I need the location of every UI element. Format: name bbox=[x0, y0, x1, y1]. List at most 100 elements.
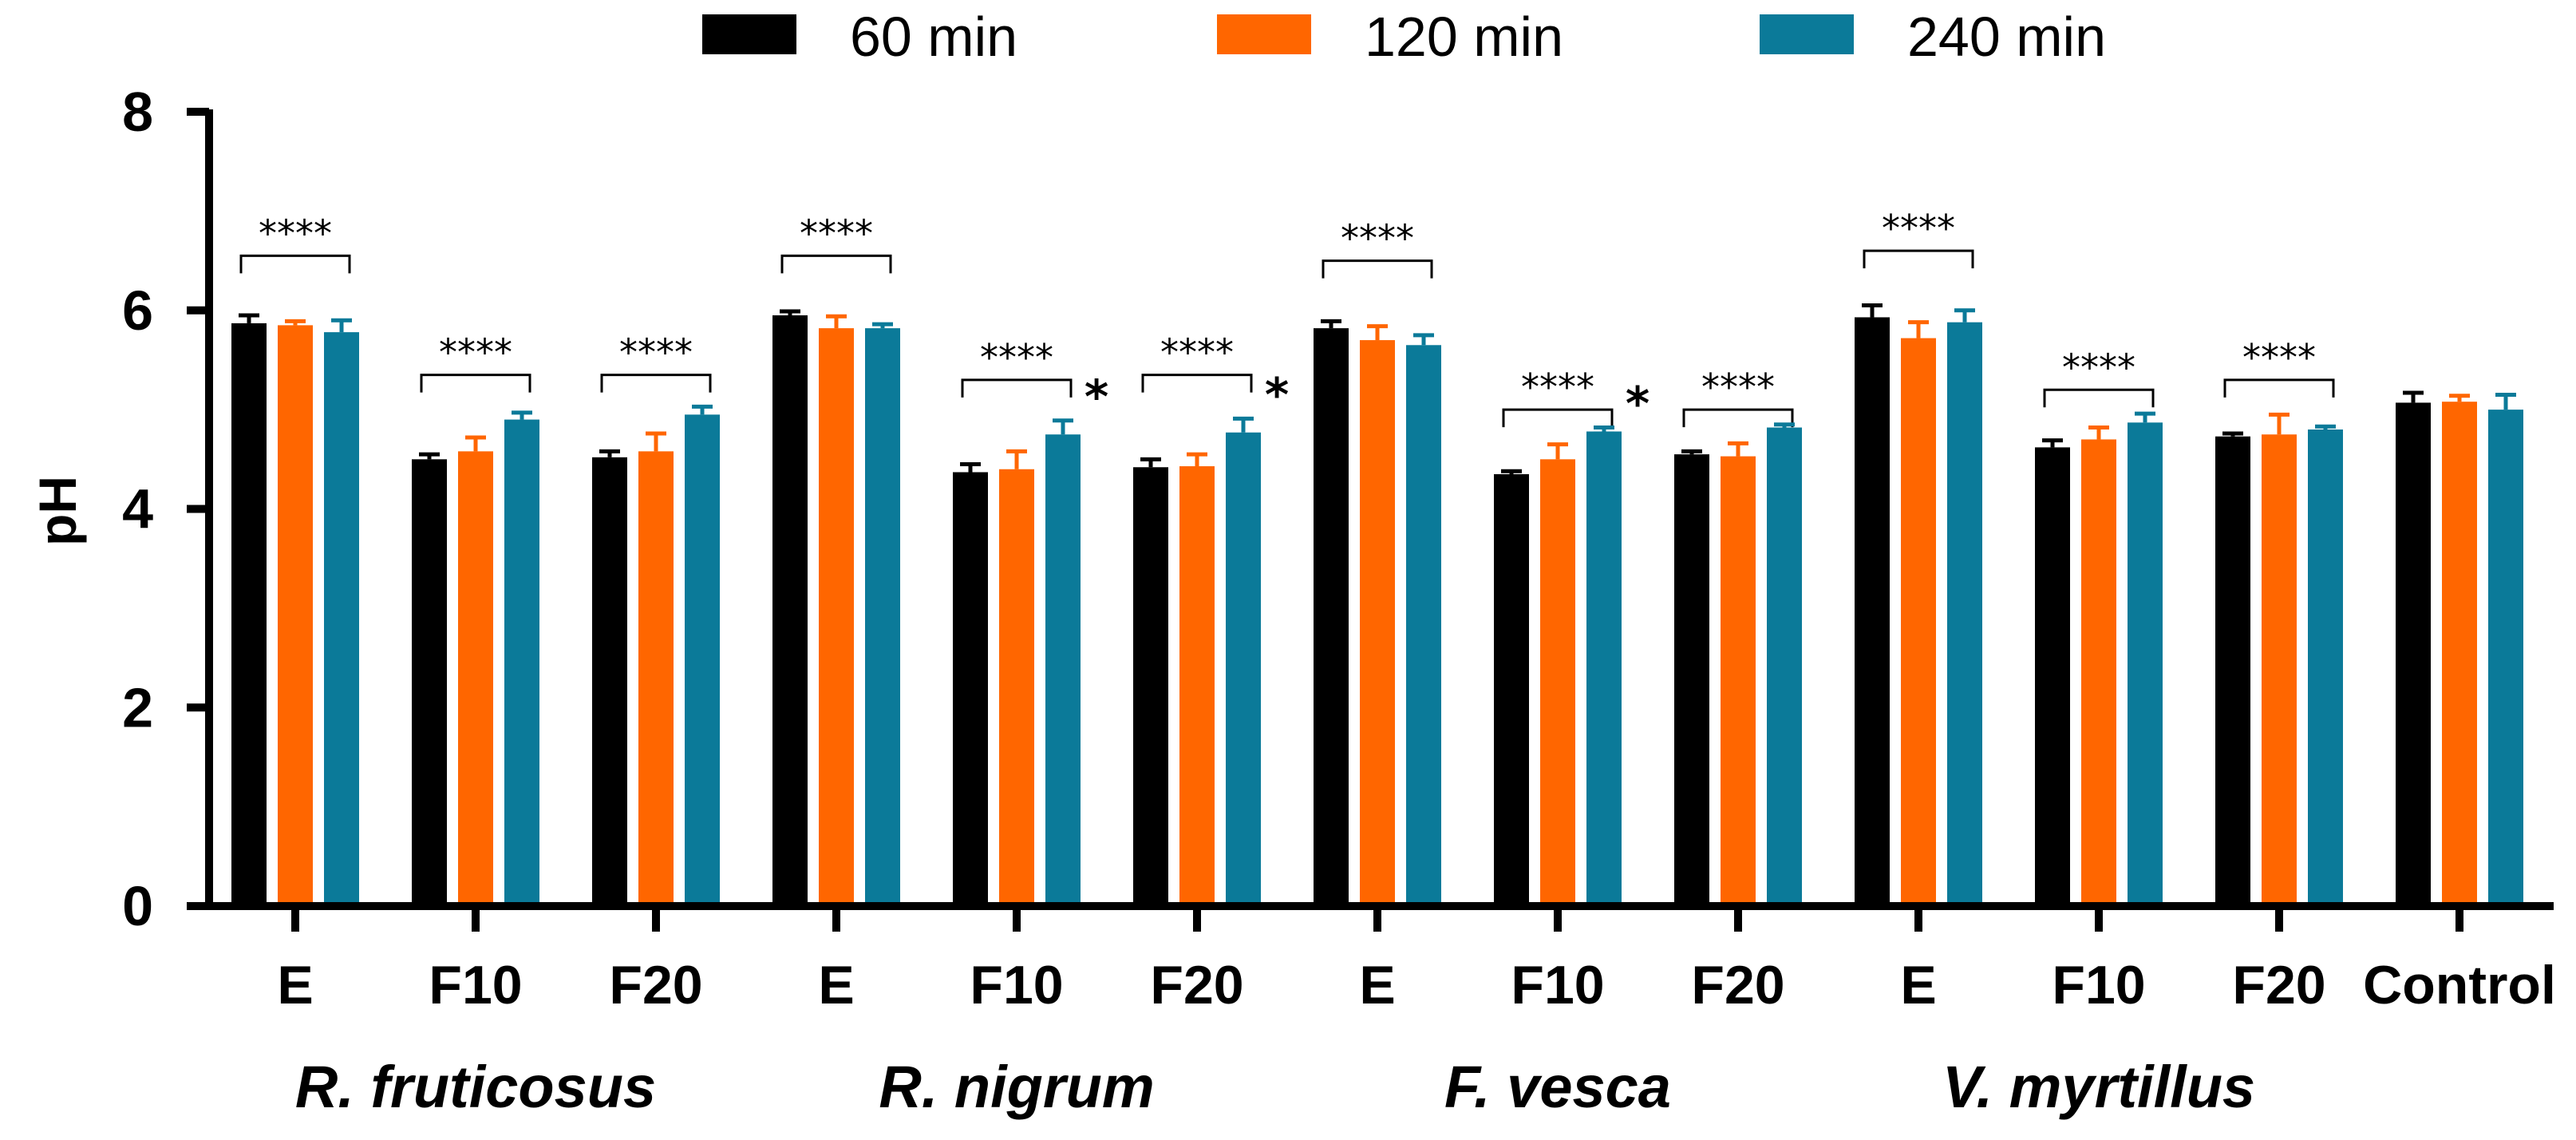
bar-2-2 bbox=[685, 414, 720, 906]
bar-0-12 bbox=[2396, 402, 2431, 906]
category-label-9: E bbox=[1900, 955, 1936, 1015]
category-label-11: F20 bbox=[2232, 955, 2325, 1015]
legend-swatch-1 bbox=[1217, 14, 1311, 54]
significance-bracket-6 bbox=[1141, 374, 1253, 393]
bar-1-3 bbox=[819, 328, 854, 906]
bar-1-12 bbox=[2442, 402, 2477, 906]
significance-bracket-0 bbox=[239, 254, 351, 274]
bar-1-8 bbox=[1721, 456, 1756, 906]
bar-1-11 bbox=[2262, 434, 2297, 906]
significance-bracket-13 bbox=[2043, 388, 2155, 408]
category-label-1: F10 bbox=[429, 955, 522, 1015]
legend-swatch-0 bbox=[702, 14, 796, 54]
significance-bracket-11 bbox=[1682, 408, 1794, 428]
significance-label-2: **** bbox=[619, 331, 693, 374]
significance-bracket-8 bbox=[1322, 259, 1433, 279]
category-label-2: F20 bbox=[609, 955, 702, 1015]
legend-label-2: 240 min bbox=[1907, 6, 2106, 68]
y-tick-label-2: 4 bbox=[122, 478, 153, 540]
bar-0-5 bbox=[1133, 467, 1168, 906]
significance-label-6: **** bbox=[1160, 331, 1234, 374]
y-axis-title: pH bbox=[28, 476, 87, 546]
x-axis-labels: E F10 F20 E F10 F20 E F10 F20 E F10 F20 Control bbox=[277, 955, 2556, 1015]
significance-bracket-14 bbox=[2223, 378, 2335, 398]
significance-star-7: * bbox=[1265, 367, 1289, 422]
y-tick-label-1: 2 bbox=[122, 676, 153, 738]
bar-2-11 bbox=[2308, 429, 2343, 906]
significance-label-0: **** bbox=[259, 212, 332, 255]
bar-0-2 bbox=[592, 457, 627, 906]
bar-2-10 bbox=[2128, 422, 2163, 906]
significance-label-14: **** bbox=[2242, 336, 2316, 379]
significance-star-10: * bbox=[1626, 377, 1650, 431]
category-label-7: F10 bbox=[1511, 955, 1604, 1015]
bar-2-7 bbox=[1586, 431, 1622, 906]
bar-0-7 bbox=[1494, 473, 1529, 906]
bar-0-9 bbox=[1855, 317, 1890, 906]
category-label-3: E bbox=[818, 955, 854, 1015]
significance-label-1: **** bbox=[439, 331, 512, 374]
category-label-8: F20 bbox=[1691, 955, 1784, 1015]
significance-label-11: **** bbox=[1701, 366, 1775, 409]
legend: 60 min 120 min 240 min bbox=[702, 6, 2106, 68]
category-label-4: F10 bbox=[970, 955, 1063, 1015]
category-label-6: E bbox=[1359, 955, 1395, 1015]
bar-1-9 bbox=[1901, 338, 1936, 906]
bar-2-4 bbox=[1045, 434, 1081, 906]
bar-0-1 bbox=[412, 459, 447, 906]
bar-0-8 bbox=[1674, 454, 1709, 906]
bar-0-6 bbox=[1314, 328, 1349, 906]
significance-bracket-12 bbox=[1863, 249, 1974, 269]
bar-2-1 bbox=[504, 419, 539, 906]
bar-0-4 bbox=[953, 472, 988, 906]
bar-1-4 bbox=[999, 469, 1034, 906]
bar-1-7 bbox=[1540, 459, 1575, 906]
group-label-1: R. nigrum bbox=[879, 1054, 1154, 1120]
significance-bracket-9 bbox=[1502, 408, 1614, 428]
y-tick-label-3: 6 bbox=[122, 279, 153, 342]
bar-0-3 bbox=[772, 315, 808, 906]
significance-bracket-4 bbox=[961, 378, 1073, 398]
category-label-0: E bbox=[277, 955, 313, 1015]
y-tick-label-4: 8 bbox=[122, 81, 153, 143]
significance-bracket-1 bbox=[420, 374, 531, 393]
y-tick-label-0: 0 bbox=[122, 875, 153, 937]
category-label-10: F10 bbox=[2052, 955, 2145, 1015]
significance-label-3: **** bbox=[800, 212, 873, 255]
bar-2-8 bbox=[1767, 427, 1802, 906]
bar-2-9 bbox=[1947, 322, 1982, 906]
bar-2-0 bbox=[324, 332, 359, 906]
group-label-2: F. vesca bbox=[1444, 1054, 1671, 1120]
bar-0-10 bbox=[2035, 447, 2070, 906]
bar-2-6 bbox=[1406, 345, 1441, 906]
bar-1-2 bbox=[638, 451, 674, 906]
bar-0-11 bbox=[2215, 436, 2250, 906]
significance-label-9: **** bbox=[1521, 366, 1594, 409]
bars bbox=[231, 303, 2523, 906]
category-label-5: F20 bbox=[1150, 955, 1243, 1015]
legend-swatch-2 bbox=[1760, 14, 1854, 54]
bar-2-3 bbox=[865, 328, 900, 906]
bar-1-0 bbox=[278, 325, 313, 906]
bar-1-6 bbox=[1360, 340, 1395, 906]
bar-2-12 bbox=[2488, 410, 2523, 906]
significance-star-5: * bbox=[1085, 370, 1108, 424]
category-label-12: Control bbox=[2363, 955, 2556, 1015]
bar-1-10 bbox=[2081, 439, 2116, 906]
significance-label-12: **** bbox=[1882, 207, 1955, 250]
bar-0-0 bbox=[231, 323, 267, 906]
significance-bracket-3 bbox=[780, 254, 892, 274]
significance-bracket-2 bbox=[600, 374, 712, 393]
significance-annotations: ******** ************************** * *****… bbox=[239, 207, 2335, 431]
axes: 0 2 4 6 8 bbox=[122, 81, 2554, 937]
significance-label-13: **** bbox=[2062, 346, 2135, 389]
significance-label-8: **** bbox=[1341, 217, 1414, 260]
group-labels: R. fruticosus R. nigrum F. vesca V. myrtill… bbox=[295, 1054, 2255, 1120]
group-label-3: V. myrtillus bbox=[1942, 1054, 2255, 1120]
legend-label-1: 120 min bbox=[1365, 6, 1563, 68]
group-label-0: R. fruticosus bbox=[295, 1054, 656, 1120]
bar-1-5 bbox=[1179, 466, 1215, 906]
legend-label-0: 60 min bbox=[850, 6, 1017, 68]
significance-label-4: **** bbox=[980, 336, 1053, 379]
